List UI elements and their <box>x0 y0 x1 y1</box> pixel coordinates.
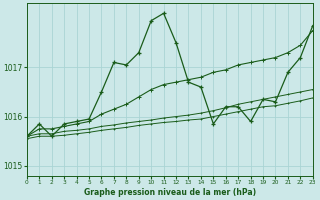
X-axis label: Graphe pression niveau de la mer (hPa): Graphe pression niveau de la mer (hPa) <box>84 188 256 197</box>
